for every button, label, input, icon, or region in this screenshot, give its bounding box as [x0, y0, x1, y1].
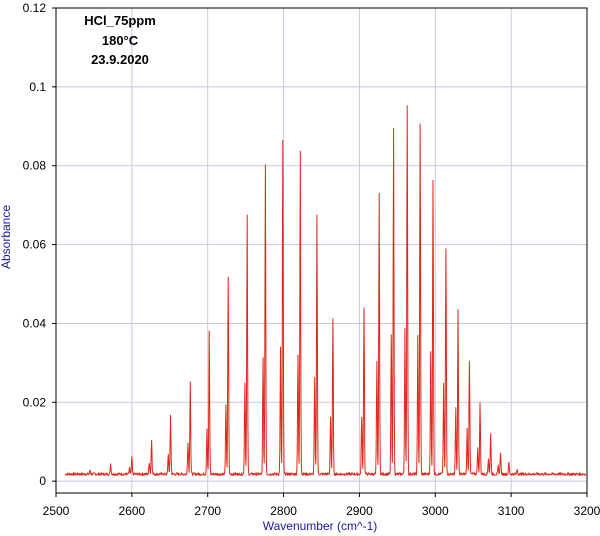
annotation-date: 23.9.2020	[91, 52, 149, 67]
y-tick-label: 0.1	[29, 80, 46, 94]
plot-frame	[55, 7, 588, 494]
y-tick-label: 0.04	[23, 316, 47, 330]
x-tick-label: 2600	[119, 504, 146, 518]
y-tick-label: 0.02	[23, 395, 47, 409]
y-tick-labels: 0 0.02 0.04 0.06 0.08 0.1 0.12	[23, 1, 47, 488]
x-tick-label: 2800	[270, 504, 297, 518]
x-tick-labels: 2500 2600 2700 2800 2900 3000 3100 3200	[43, 504, 600, 518]
y-tick-label: 0	[39, 474, 46, 488]
spectrum-line	[64, 105, 586, 476]
y-tick-label: 0.06	[23, 238, 47, 252]
y-axis-label: Absorbance	[0, 205, 13, 269]
annotation-temperature: 180°C	[102, 33, 139, 48]
annotation-sample: HCl_75ppm	[84, 13, 156, 28]
grid	[55, 7, 588, 493]
x-tick-label: 3000	[422, 504, 449, 518]
x-axis-label: Wavenumber (cm^-1)	[263, 519, 378, 533]
x-tick-label: 3100	[498, 504, 525, 518]
x-tick-label: 2700	[194, 504, 221, 518]
x-tick-label: 3200	[574, 504, 600, 518]
tick-marks	[52, 7, 588, 497]
x-tick-label: 2500	[43, 504, 70, 518]
y-tick-label: 0.12	[23, 1, 47, 15]
x-tick-label: 2900	[346, 504, 373, 518]
y-tick-label: 0.08	[23, 159, 47, 173]
sample-annotation: HCl_75ppm 180°C 23.9.2020	[84, 13, 156, 67]
